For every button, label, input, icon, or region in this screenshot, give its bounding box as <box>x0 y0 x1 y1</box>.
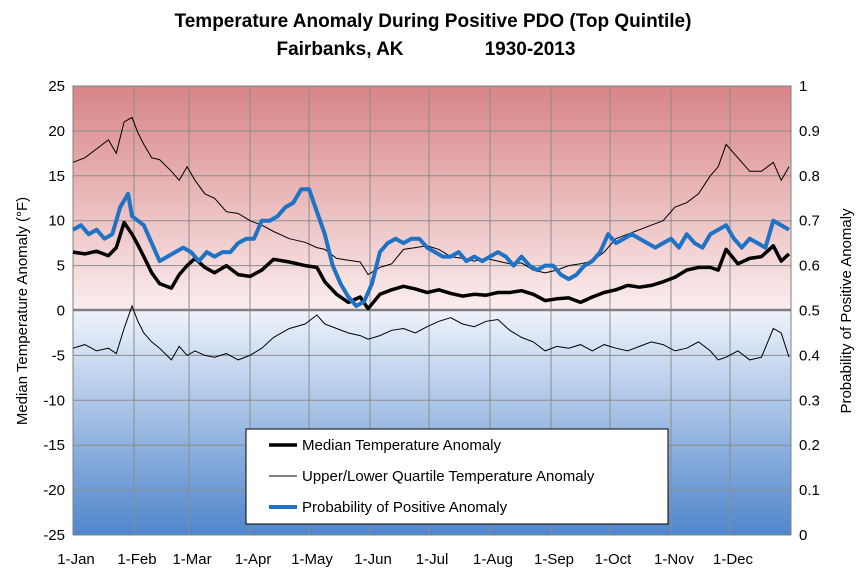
y2-tick-label: 0.1 <box>799 482 820 499</box>
y2-tick-label: 0.3 <box>799 392 820 409</box>
legend-label-probability: Probability of Positive Anomaly <box>302 499 508 516</box>
chart-subtitle-years: 1930-2013 <box>485 39 576 60</box>
x-tick-label: 1-Dec <box>713 551 754 568</box>
chart-subtitle-location: Fairbanks, AK <box>276 39 403 60</box>
warm-background <box>73 86 791 310</box>
y-tick-label: -25 <box>43 527 65 544</box>
y2-axis-label: Probability of Positive Anomaly <box>838 208 855 414</box>
y-tick-label: 25 <box>48 78 65 95</box>
y-tick-label: 5 <box>57 258 65 275</box>
x-tick-label: 1-Feb <box>117 551 156 568</box>
y-tick-label: -20 <box>43 482 65 499</box>
y2-tick-label: 0.6 <box>799 258 820 275</box>
x-tick-label: 1-May <box>291 551 333 568</box>
y-tick-label: 20 <box>48 123 65 140</box>
series-group <box>72 116 791 361</box>
y2-tick-label: 0.4 <box>799 347 820 364</box>
y2-tick-label: 0.9 <box>799 123 820 140</box>
y2-tick-label: 0.5 <box>799 303 820 320</box>
x-tick-label: 1-Jan <box>57 551 95 568</box>
y-tick-label: 0 <box>57 303 65 320</box>
probability-line <box>72 187 790 308</box>
legend: Median Temperature Anomaly Upper/Lower Q… <box>245 428 669 525</box>
y2-tick-label: 0.2 <box>799 437 820 454</box>
x-tick-label: 1-Mar <box>172 551 211 568</box>
y-axis-label: Median Temperature Anomaly (°F) <box>14 197 31 425</box>
y-tick-label: -10 <box>43 392 65 409</box>
left-axis-ticks: 25 20 15 10 5 0 -5 -10 -15 -20 -25 <box>43 78 65 544</box>
x-tick-label: 1-Jun <box>354 551 392 568</box>
x-axis-ticks: 1-Jan 1-Feb 1-Mar 1-Apr 1-May 1-Jun 1-Jul 1-Aug… <box>57 551 753 568</box>
y-tick-label: -5 <box>52 347 65 364</box>
y-tick-label: -15 <box>43 437 65 454</box>
x-tick-label: 1-Apr <box>235 551 272 568</box>
legend-label-median: Median Temperature Anomaly <box>302 437 501 454</box>
x-tick-label: 1-Jul <box>416 551 449 568</box>
y-tick-label: 15 <box>48 168 65 185</box>
y2-tick-label: 0.8 <box>799 168 820 185</box>
y2-tick-label: 1 <box>799 78 807 95</box>
x-tick-label: 1-Oct <box>595 551 633 568</box>
quartile-line <box>72 304 790 361</box>
legend-label-quartile: Upper/Lower Quartile Temperature Anomaly <box>302 468 595 485</box>
chart-title: Temperature Anomaly During Positive PDO … <box>175 11 692 32</box>
y2-tick-label: 0.7 <box>799 213 820 230</box>
x-tick-label: 1-Aug <box>473 551 513 568</box>
plot-frame <box>72 85 792 536</box>
quartile-line <box>72 116 790 276</box>
median-line <box>72 220 791 311</box>
y-tick-label: 10 <box>48 213 65 230</box>
y2-tick-label: 0 <box>799 527 807 544</box>
legend-box <box>245 428 669 525</box>
right-axis-ticks: 1 0.9 0.8 0.7 0.6 0.5 0.4 0.3 0.2 0.1 0 <box>799 78 820 544</box>
x-tick-label: 1-Sep <box>534 551 574 568</box>
x-tick-label: 1-Nov <box>654 551 695 568</box>
